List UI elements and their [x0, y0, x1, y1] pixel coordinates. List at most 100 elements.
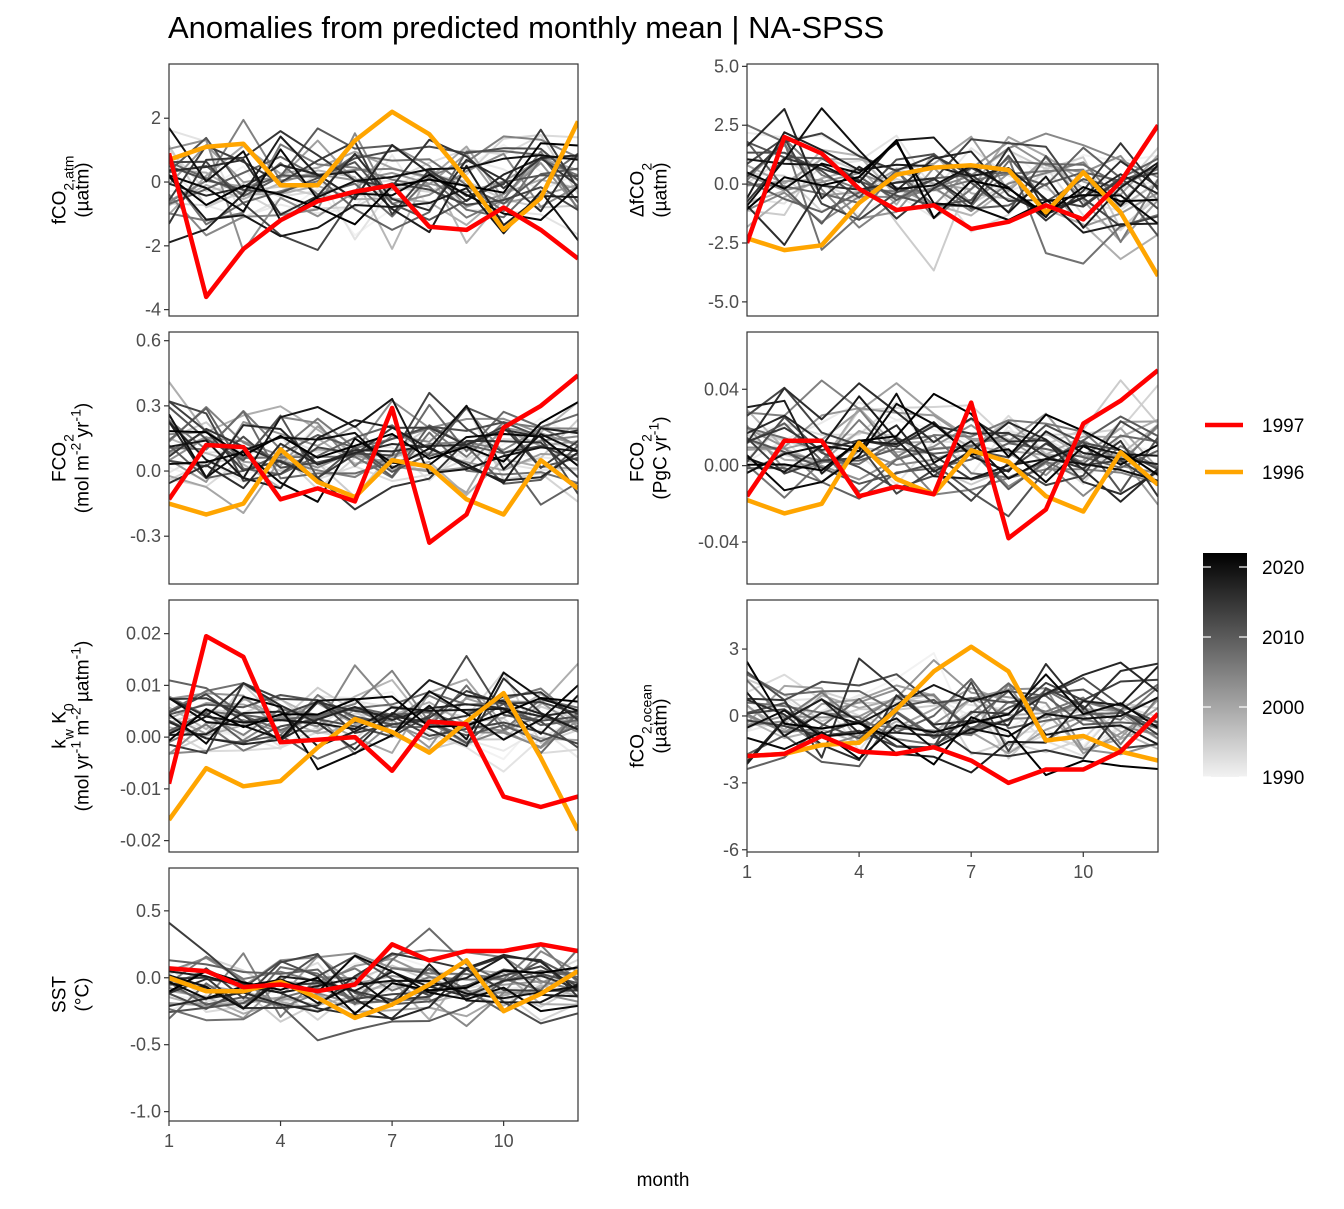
y-axis-title-line: fCO2,atm	[50, 156, 77, 225]
year-trace-2020	[169, 974, 578, 1010]
year-trace-2017	[169, 421, 578, 482]
year-traces	[747, 652, 1158, 777]
year-trace-2009	[747, 146, 1158, 214]
panel-dfco2: 5.0 2.5 0.0 -2.5 -5.0 ΔfCO2(µatm)	[628, 56, 1159, 317]
panel-kwk0: 0.02 0.01 0.00 -0.01 -0.02 kw K0(mol yr-1 m-2…	[50, 599, 579, 853]
y-tick-label: -0.5	[130, 1035, 161, 1055]
year-trace-2021	[747, 673, 1158, 760]
x-tick-label: 4	[276, 1131, 286, 1151]
y-tick-label: 0.00	[704, 456, 739, 476]
y-tick-label: -4	[145, 300, 161, 320]
year-trace-2010	[747, 140, 1158, 225]
series-line-1997	[747, 712, 1158, 786]
series-line-1997	[747, 123, 1158, 244]
y-tick-label: 0	[729, 706, 739, 726]
y-axis-title-line: (°C)	[73, 978, 94, 1012]
year-trace-2006	[747, 679, 1158, 746]
year-trace-2020	[169, 127, 578, 222]
year-trace-2022	[169, 401, 578, 463]
y-axis-title-line: (µatm)	[651, 162, 672, 217]
year-trace-2005	[747, 379, 1158, 496]
y-axis-title-line: FCO2	[628, 434, 655, 482]
series-line-1996	[169, 447, 578, 517]
y-tick-label: 2	[151, 108, 161, 128]
y-tick-label: -0.02	[120, 831, 161, 851]
y-tick-label: -2	[145, 236, 161, 256]
y-tick-label: 2.5	[714, 115, 739, 135]
y-tick-label: -0.3	[130, 526, 161, 546]
year-trace-2016	[747, 382, 1158, 495]
year-trace-2022	[747, 661, 1158, 777]
year-trace-1995	[169, 144, 578, 209]
y-tick-label: 0	[151, 172, 161, 192]
panel-border	[746, 331, 1159, 585]
y-tick-label: 0.3	[136, 396, 161, 416]
x-tick-label: 10	[1073, 862, 1093, 882]
y-tick-label: -3	[723, 773, 739, 793]
series-line-1996	[747, 163, 1158, 278]
series-line-1996	[169, 690, 578, 832]
y-tick-label: 0.02	[126, 624, 161, 644]
x-tick-label: 4	[854, 862, 864, 882]
colorbar-tick-label: 1990	[1262, 768, 1304, 789]
x-tick-label: 1	[164, 1131, 174, 1151]
year-trace-2005	[169, 118, 578, 203]
y-tick-label: 3	[729, 639, 739, 659]
year-trace-2018	[747, 665, 1158, 774]
panel-border	[168, 331, 579, 585]
y-axis-title-line: (PgC yr-1)	[646, 416, 672, 499]
year-trace-2009	[169, 150, 578, 231]
y-tick-label: 0.01	[126, 675, 161, 695]
year-trace-2022	[747, 392, 1158, 476]
series-line-1996	[169, 958, 578, 1021]
year-trace-2016	[747, 146, 1158, 246]
panel-border	[168, 867, 579, 1122]
panel-fco2flux: 0.6 0.3 0.0 -0.3 FCO2(mol m-2 yr-1)	[50, 331, 579, 585]
y-axis-title-line: FCO2	[50, 434, 77, 482]
year-trace-2002	[747, 407, 1158, 506]
panel-fco2pgc: 0.04 0.00 -0.04 FCO2(PgC yr-1)	[628, 331, 1159, 585]
series-line-1997	[169, 152, 578, 300]
colorbar-tick-label: 2020	[1262, 558, 1304, 579]
y-tick-label: 0.0	[136, 461, 161, 481]
y-tick-label: 0.6	[136, 331, 161, 351]
year-trace-2022	[169, 142, 578, 226]
y-tick-label: -2.5	[708, 233, 739, 253]
year-trace-2022	[169, 695, 578, 742]
legend-label: 1997	[1262, 416, 1304, 437]
y-tick-label: -0.04	[698, 532, 739, 552]
year-trace-2019	[747, 136, 1158, 229]
year-trace-2021	[747, 402, 1158, 492]
year-trace-2008	[169, 403, 578, 480]
panel-fco2atm: 2 0 -2 -4 fCO2,atm(µatm)	[50, 63, 579, 320]
y-tick-label: -0.01	[120, 779, 161, 799]
y-tick-label: -5.0	[708, 292, 739, 312]
y-tick-label: 0.04	[704, 379, 739, 399]
y-axis-title-line: fCO2,ocean	[628, 684, 655, 768]
panel-border	[168, 63, 579, 317]
y-axis-title-line: ΔfCO2	[628, 163, 655, 217]
year-trace-2021	[169, 684, 578, 771]
year-traces	[169, 655, 578, 773]
series-line-1996	[747, 440, 1158, 516]
year-trace-1991	[169, 417, 578, 483]
year-trace-2007	[169, 154, 578, 226]
y-tick-label: 0.00	[126, 727, 161, 747]
series-line-1996	[747, 644, 1158, 763]
year-trace-2016	[169, 677, 578, 751]
year-trace-2007	[747, 434, 1158, 499]
year-trace-2019	[747, 395, 1158, 480]
legend-item-1996: 1996	[1205, 463, 1304, 484]
y-axis-title-line: kw K0	[50, 703, 77, 749]
panel-border	[168, 599, 579, 853]
series-line-1997	[169, 633, 578, 810]
legend-label: 1996	[1262, 463, 1304, 484]
y-tick-label: 5.0	[714, 56, 739, 76]
y-tick-label: 0.0	[714, 174, 739, 194]
year-trace-2018	[169, 419, 578, 490]
legend-item-1997: 1997	[1205, 416, 1304, 437]
colorbar	[1203, 553, 1247, 777]
panels-group: 2 0 -2 -4 fCO2,atm (µatm) 5.0 2.5 0.0 -2.5 -5.0 ΔfC…	[50, 56, 1159, 1151]
x-axis-title: month	[637, 1170, 690, 1191]
